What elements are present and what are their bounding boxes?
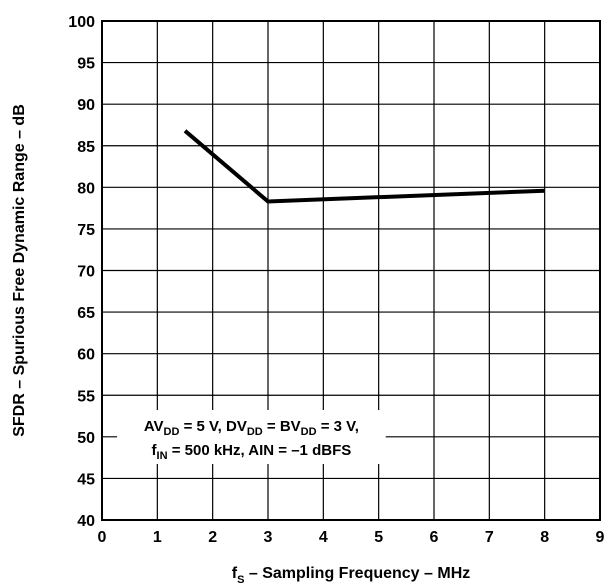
y-tick-label: 40 [77,513,95,530]
x-tick-label: 8 [540,529,549,546]
x-tick-label: 3 [264,529,273,546]
annotation-line-2: fIN = 500 kHz, AIN = –1 dBFS [152,442,352,462]
annotation-text: = BV [263,418,301,435]
x-tick-label: 7 [485,529,494,546]
y-axis-title: SFDR – Spurious Free Dynamic Range – dB [11,104,28,437]
annotation-subscript: DD [247,426,263,438]
y-tick-label: 85 [77,139,95,156]
x-tick-label: 1 [153,529,162,546]
annotation-text: f [152,442,158,459]
y-tick-label: 50 [77,430,95,447]
x-tick-label: 5 [374,529,383,546]
annotation-subscript: DD [164,426,180,438]
y-tick-label: 55 [77,388,95,405]
annotation-text: = 3 V, [317,418,359,435]
x-axis-title: fS – Sampling Frequency – MHz [232,565,471,585]
x-tick-labels: 0 1 2 3 4 5 6 7 8 9 [98,529,605,546]
annotation-text: = 500 kHz, AIN = –1 dBFS [168,442,352,459]
x-tick-label: 2 [208,529,217,546]
conditions-annotation: AVDD = 5 V, DVDD = BVDD = 3 V, fIN = 500… [117,410,386,464]
annotation-subscript: DD [301,426,317,438]
y-tick-label: 70 [77,264,95,281]
annotation-text: AV [144,418,164,435]
y-tick-label: 80 [77,180,95,197]
y-tick-label: 90 [77,97,95,114]
x-axis-title-sub: S [237,574,244,585]
x-axis-title-rest: – Sampling Frequency – MHz [244,565,470,582]
x-tick-label: 0 [98,529,107,546]
y-tick-label: 60 [77,347,95,364]
y-tick-labels: 40 45 50 55 60 65 70 75 80 85 90 95 100 [68,14,95,530]
annotation-line-1: AVDD = 5 V, DVDD = BVDD = 3 V, [144,418,359,438]
y-tick-label: 100 [68,14,95,31]
annotation-text: = 5 V, DV [179,418,246,435]
y-tick-label: 45 [77,471,95,488]
series-line [183,129,545,204]
annotation-subscript: IN [157,450,168,462]
plot-frame [101,20,601,521]
annotation-background [117,410,386,464]
x-tick-label: 9 [596,529,605,546]
y-tick-label: 95 [77,56,95,73]
x-tick-label: 6 [430,529,439,546]
y-tick-label: 65 [77,305,95,322]
y-tick-label: 75 [77,222,95,239]
x-tick-label: 4 [319,529,328,546]
x-axis-title-main: f [232,565,238,582]
